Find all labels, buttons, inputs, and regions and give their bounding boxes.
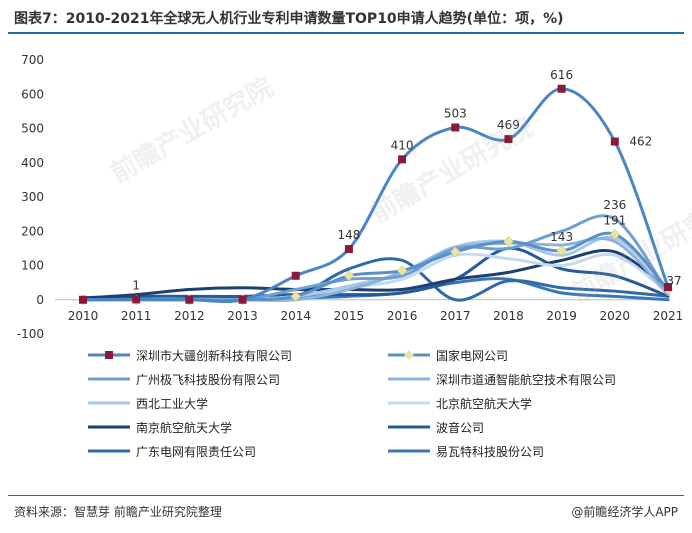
y-tick-label: 0 [36, 293, 44, 307]
legend-item: 深圳市道通智能航空技术有限公司 [388, 370, 616, 388]
legend-swatch [88, 425, 130, 429]
data-point [610, 137, 619, 146]
legend-item: 广州极飞科技股份有限公司 [88, 370, 280, 388]
data-label: 616 [550, 68, 573, 82]
series-line [81, 87, 670, 304]
x-tick-label: 2012 [174, 309, 205, 323]
legend-item: 波音公司 [388, 418, 484, 436]
brand-label: @前瞻经济学人APP [571, 505, 678, 519]
legend-label: 国家电网公司 [436, 348, 509, 363]
legend-label: 南京航空航天大学 [136, 420, 233, 435]
y-tick-label: 100 [21, 259, 44, 273]
y-tick-label: 200 [21, 224, 44, 238]
y-tick-label: 300 [21, 190, 44, 204]
legend-item: 深圳市大疆创新科技有限公司 [88, 346, 292, 364]
legend-item: 广东电网有限责任公司 [88, 442, 256, 460]
legend-swatch [388, 401, 430, 405]
x-tick-label: 2013 [227, 309, 258, 323]
y-tick-label: 600 [21, 87, 44, 101]
legend-label: 易瓦特科技股份公司 [436, 444, 545, 459]
x-tick-label: 2019 [546, 309, 577, 323]
x-tick-label: 2014 [280, 309, 311, 323]
y-tick-label: 500 [21, 122, 44, 136]
data-label: 469 [497, 118, 520, 132]
legend-swatch [88, 449, 130, 453]
legend-swatch [388, 425, 430, 429]
data-label: 236 [603, 198, 626, 212]
legend-item: 南京航空航天大学 [88, 418, 232, 436]
data-point [503, 236, 514, 247]
data-point [344, 245, 353, 254]
y-tick-label: 400 [21, 156, 44, 170]
legend-label: 深圳市大疆创新科技有限公司 [136, 348, 293, 363]
data-point [396, 265, 408, 276]
legend-swatch [88, 401, 130, 405]
x-tick-label: 2018 [493, 309, 524, 323]
series-line [81, 249, 670, 300]
legend-swatch [388, 377, 430, 381]
legend-item: 西北工业大学 [88, 394, 208, 412]
data-point [343, 270, 355, 282]
line-chart: -100 0 100 200 300 400 500 600 700 2010 2011 2012 20… [17, 53, 684, 341]
x-tick-label: 2015 [334, 309, 365, 323]
data-point [185, 295, 194, 304]
data-point [238, 295, 247, 304]
x-tick-label: 2020 [600, 309, 631, 323]
data-label: 37 [666, 274, 681, 288]
data-label: 410 [391, 138, 414, 152]
data-point [664, 283, 672, 292]
data-label: 148 [337, 228, 360, 242]
data-point [132, 295, 141, 304]
data-label: 143 [550, 230, 573, 244]
data-point [79, 295, 87, 304]
legend-swatch [88, 377, 130, 381]
data-point [609, 228, 621, 240]
legend-swatch [88, 351, 130, 359]
title-divider [8, 32, 684, 34]
data-point [557, 84, 566, 93]
data-point [451, 123, 460, 132]
legend-label: 广州极飞科技股份有限公司 [136, 372, 281, 387]
legend-label: 广东电网有限责任公司 [136, 444, 257, 459]
source-note: 资料来源：智慧芽 前瞻产业研究院整理 [14, 505, 222, 519]
chart-title: 图表7：2010-2021年全球无人机行业专利申请数量TOP10申请人趋势(单位… [14, 11, 564, 27]
legend-label: 深圳市道通智能航空技术有限公司 [436, 372, 617, 387]
legend-swatch [388, 449, 430, 453]
data-label: 503 [444, 106, 467, 120]
x-tick-label: 2016 [387, 309, 418, 323]
data-point [290, 290, 302, 302]
data-label: 1 [132, 278, 140, 292]
data-point [291, 271, 300, 280]
legend-item: 易瓦特科技股份公司 [388, 442, 544, 460]
data-point [449, 246, 461, 258]
x-tick-label: 2011 [121, 309, 152, 323]
legend-label: 西北工业大学 [136, 396, 209, 411]
y-tick-label: 700 [21, 53, 44, 67]
data-label: 191 [603, 213, 626, 227]
data-label: 462 [629, 135, 652, 149]
y-tick-label: -100 [17, 327, 44, 341]
x-tick-label: 2021 [653, 309, 684, 323]
legend-label: 北京航空航天大学 [436, 396, 533, 411]
data-point [504, 135, 513, 144]
x-tick-label: 2010 [68, 309, 99, 323]
legend-item: 国家电网公司 [388, 346, 508, 364]
chart-legend: 深圳市大疆创新科技有限公司 国家电网公司广州极飞科技股份有限公司 深圳市道通智能航空… [88, 346, 648, 486]
legend-item: 北京航空航天大学 [388, 394, 532, 412]
footer-divider [8, 495, 684, 496]
data-point [398, 155, 407, 164]
legend-swatch [388, 350, 430, 360]
x-tick-label: 2017 [440, 309, 471, 323]
data-point [556, 245, 567, 257]
legend-label: 波音公司 [436, 420, 485, 435]
